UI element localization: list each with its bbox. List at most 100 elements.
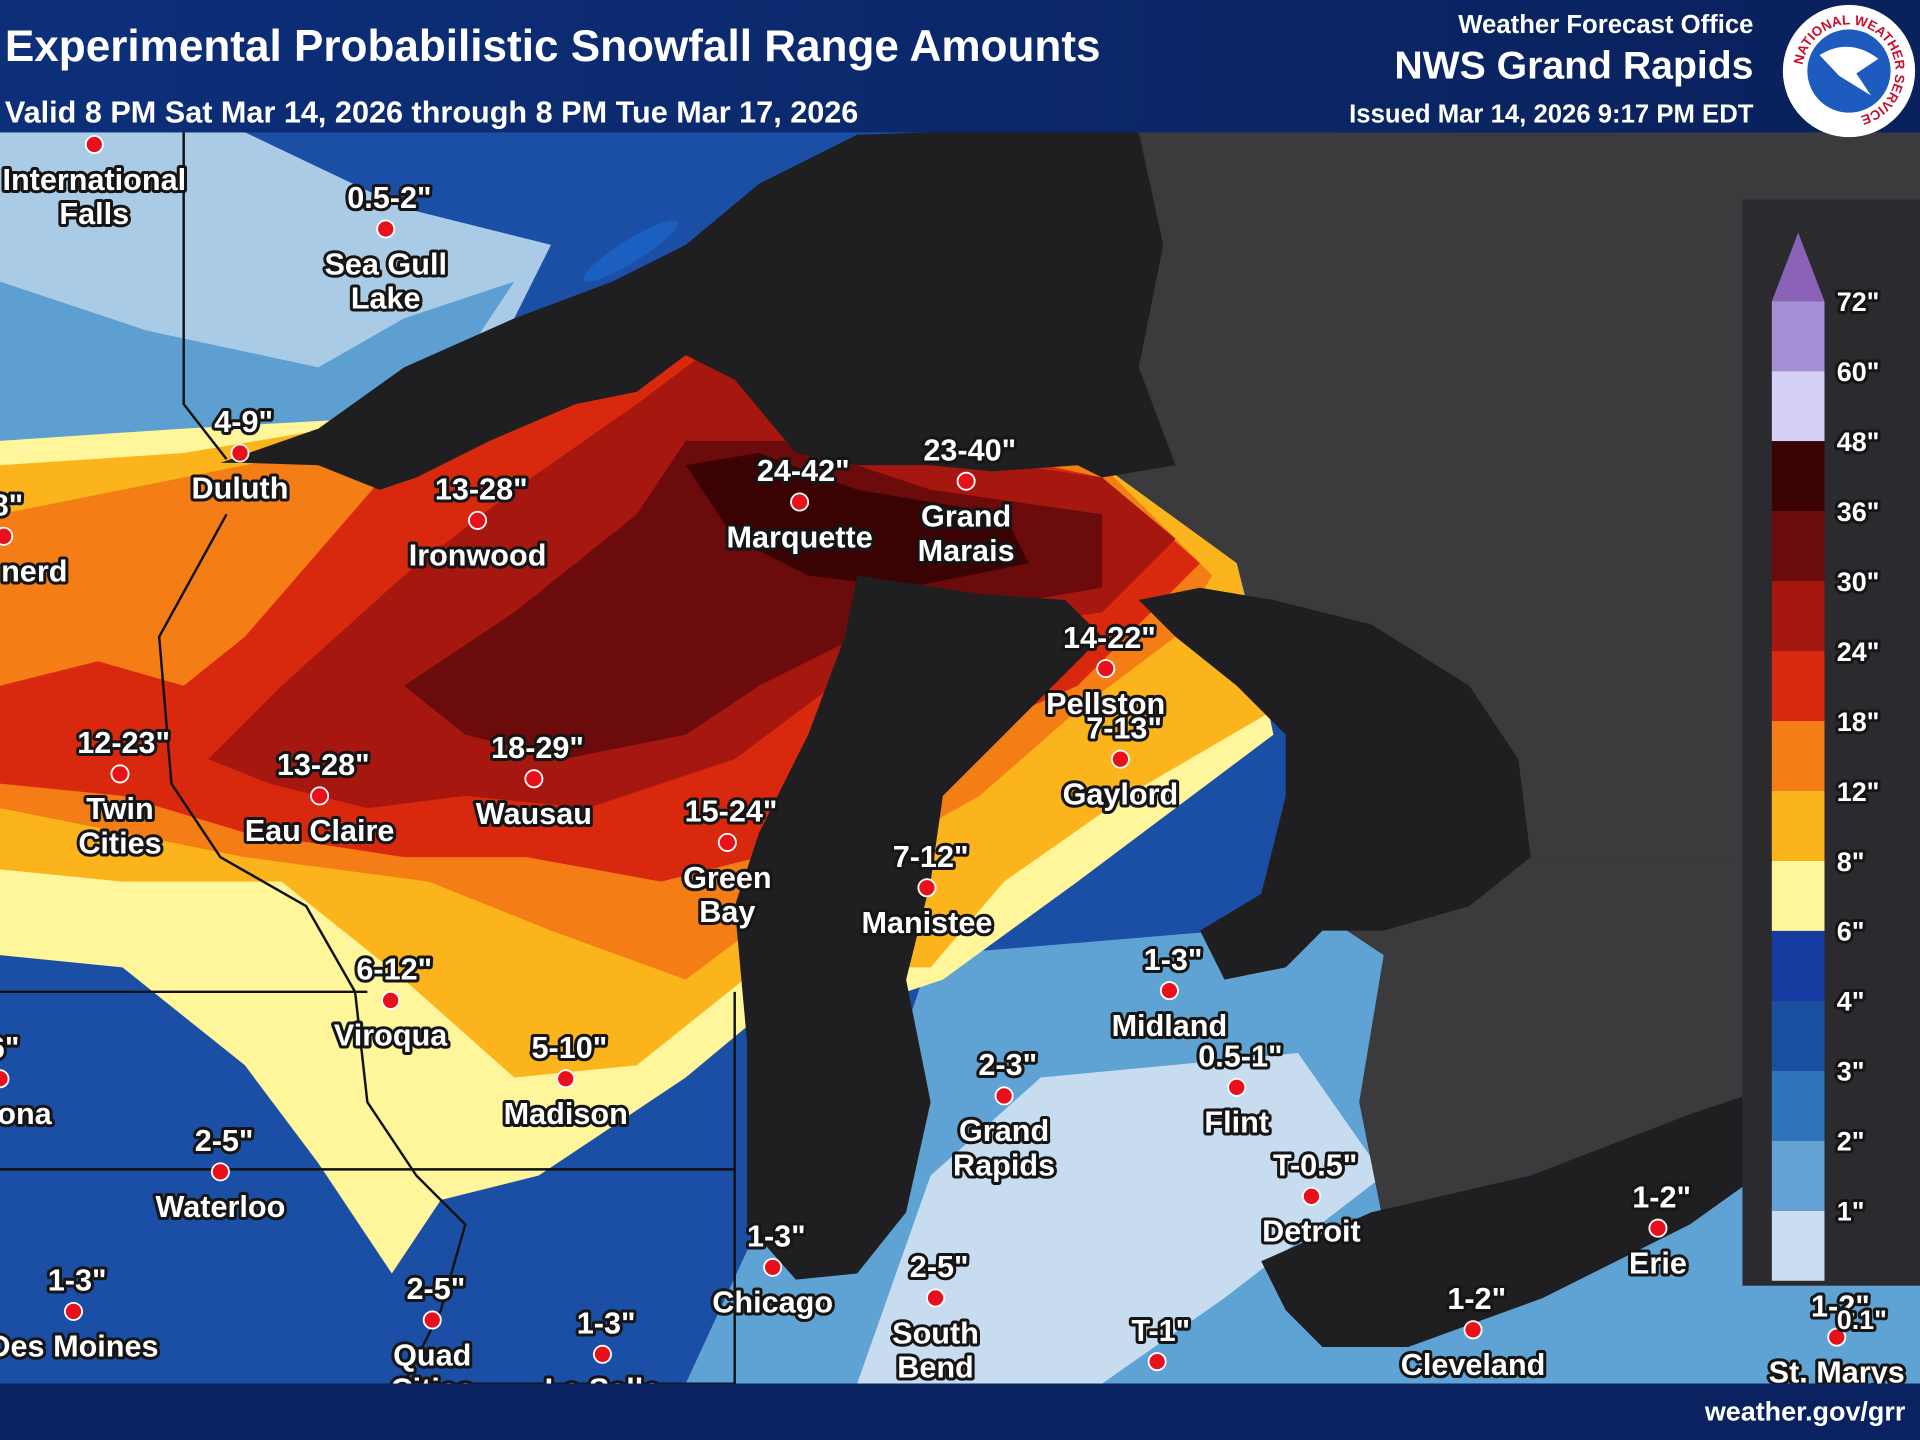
city-name: Gaylord [1063,777,1179,811]
city-dot [210,1162,230,1182]
legend-swatch [1771,790,1825,861]
city-dot [1301,1186,1321,1206]
snow-amount: 1-3" [577,1306,636,1340]
city-dot [468,510,488,530]
title: Experimental Probabilistic Snowfall Rang… [5,22,1101,71]
legend-label: 48" [1837,427,1880,457]
snow-amount: 1-2" [1447,1282,1506,1316]
city-name: Eau Claire [245,814,395,848]
snow-amount: 2-5" [195,1124,254,1158]
city-name: Green [683,861,771,895]
city-name: Rapids [953,1149,1055,1183]
city-name: St. Marys [1769,1355,1905,1389]
snow-amount: 1-3" [1144,943,1203,977]
city-dot [717,832,737,852]
city-dot [556,1069,576,1089]
city-dot [1096,659,1116,679]
state-borders [0,132,736,1384]
legend-cap [1771,232,1825,302]
legend-label: 18" [1837,707,1880,737]
legend-swatch [1771,721,1825,791]
city-name: Cities [78,826,161,860]
city-dot [1648,1218,1668,1238]
city-dot [956,471,976,491]
city-name: Lake [351,282,421,316]
snow-amount: 0.5-1" [1198,1040,1282,1074]
city-name: Bend [897,1351,974,1385]
city-name: Grand [921,500,1011,534]
city-dot [592,1344,612,1364]
lake-erie [1261,1089,1776,1347]
city-name: Manistee [861,906,992,940]
logo-mark [1819,46,1879,96]
snow-amount: 7-13" [1086,711,1162,745]
legend-label: 0.1" [1837,1305,1887,1335]
legend-swatch [1771,930,1825,1001]
legend-swatch [1771,371,1825,442]
city-name: Des Moines [0,1330,159,1364]
city-name: Quad [393,1338,471,1372]
legend-label: 3" [1837,1057,1865,1087]
legend-swatch [1771,1070,1825,1141]
city-name: Marais [918,534,1015,568]
snow-amount: 2-5" [910,1250,969,1284]
snow-area [685,453,1029,588]
city-dot [376,219,396,239]
header-band [0,0,1920,133]
city-dot [310,786,330,806]
footer-url: weather.gov/grr [1704,1396,1906,1426]
city-name: Midland [1112,1009,1228,1043]
footer-band [0,1383,1920,1440]
city-dot [84,135,104,154]
legend-label: 8" [1837,847,1865,877]
legend-label: 6" [1837,917,1865,947]
lake-michigan [734,575,1103,1280]
legend-label: 60" [1837,357,1880,387]
city-dot [1159,981,1179,1001]
legend: 72" 60" 48" 36" 30" 24" 18" 12" 8" 6" 4" 3" 2" 1" 0.1" [1742,199,1920,1338]
snow-amount: T-1" [1131,1314,1190,1348]
city-name: Twin [86,792,153,826]
snow-amount: 23-40" [923,433,1016,467]
city-dot [230,443,250,463]
snow-amount: T-0.5" [1273,1149,1357,1183]
city-dot [422,1310,442,1330]
city-dot [994,1086,1014,1106]
snow-area [857,1053,1384,1384]
snow-amount: 12-23" [77,726,170,760]
legend-label: 2" [1837,1127,1865,1157]
legend-swatch [1771,1140,1825,1211]
city-name: Falls [59,197,129,231]
city-dot [63,1301,83,1321]
city-dot [917,878,937,898]
city-dot [0,1069,10,1089]
nws-logo: NATIONAL WEATHER SERVICE [1782,4,1916,138]
snow-amount: 24-42" [757,454,850,488]
city-name: Wausau [476,797,592,831]
snow-amount: 5-10" [531,1031,607,1065]
city-dot [1827,1327,1847,1347]
city-name: Flint [1204,1106,1269,1140]
city-dot [524,769,544,789]
city-name: Bay [699,895,755,929]
snow-amount: 2-5" [407,1272,466,1306]
city-dot [110,764,130,784]
legend-label: 30" [1837,567,1880,597]
city-dot [790,492,810,512]
city-dot [1110,749,1130,769]
city-name: South [892,1316,979,1350]
city-dot [926,1288,945,1308]
city-name: Viroqua [334,1019,448,1053]
legend-swatch [1771,1000,1825,1071]
snow-amount: 15-24" [685,795,778,829]
city-name: Grand [959,1114,1049,1148]
city-name: Waterloo [156,1190,286,1224]
snow-amount: 1-2" [1811,1289,1870,1323]
snow-amount: 6" [0,1031,19,1065]
issued-time: Issued Mar 14, 2026 9:17 PM EDT [1349,100,1754,128]
snow-amount: 1-2" [1632,1180,1691,1214]
city-name: Marquette [726,520,872,554]
